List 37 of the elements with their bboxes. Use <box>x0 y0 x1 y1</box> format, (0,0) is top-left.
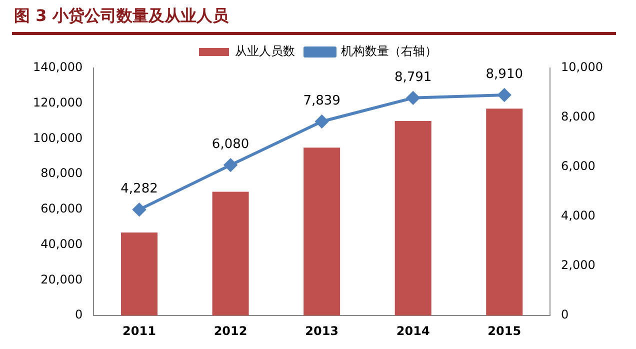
x-tick-label: 2015 <box>488 324 522 338</box>
point <box>132 203 146 216</box>
bar <box>486 108 523 316</box>
point <box>224 158 238 172</box>
x-tick-label: 2013 <box>305 324 339 338</box>
y2-tick-label: 10,000 <box>561 60 604 74</box>
y-tick-label: 120,000 <box>33 95 83 110</box>
y2-tick-label: 4,000 <box>561 208 596 223</box>
bar <box>304 148 340 316</box>
y-tick-label: 140,000 <box>33 60 83 74</box>
data-label: 8,910 <box>486 66 523 82</box>
y-tick-label: 40,000 <box>40 236 83 251</box>
data-label: 6,080 <box>212 136 250 152</box>
bar <box>212 192 249 316</box>
y-tick-label: 80,000 <box>40 166 83 180</box>
point <box>498 88 511 102</box>
legend-label: 从业人员数 <box>235 44 295 58</box>
point <box>406 91 420 104</box>
y-tick-label: 60,000 <box>40 202 83 216</box>
y2-tick-label: 0 <box>561 308 569 322</box>
bar <box>121 232 158 316</box>
x-tick-label: 2011 <box>122 324 156 338</box>
y-tick-label: 100,000 <box>33 130 83 145</box>
y2-tick-label: 8,000 <box>561 110 596 124</box>
data-label: 7,839 <box>303 93 340 108</box>
y2-tick-label: 2,000 <box>561 258 596 272</box>
y2-tick-label: 6,000 <box>561 159 596 174</box>
point <box>315 115 328 128</box>
x-tick-label: 2012 <box>214 324 248 338</box>
legend-label: 机构数量（右轴） <box>341 44 437 58</box>
chart-title: 图 3 小贷公司数量及从业人员 <box>14 6 228 27</box>
data-label: 4,282 <box>120 181 158 196</box>
y-tick-label: 20,000 <box>40 272 83 286</box>
bar <box>394 121 432 316</box>
data-label: 8,791 <box>394 70 432 85</box>
y-tick-label: 0 <box>74 308 83 322</box>
x-tick-label: 2014 <box>396 324 430 338</box>
